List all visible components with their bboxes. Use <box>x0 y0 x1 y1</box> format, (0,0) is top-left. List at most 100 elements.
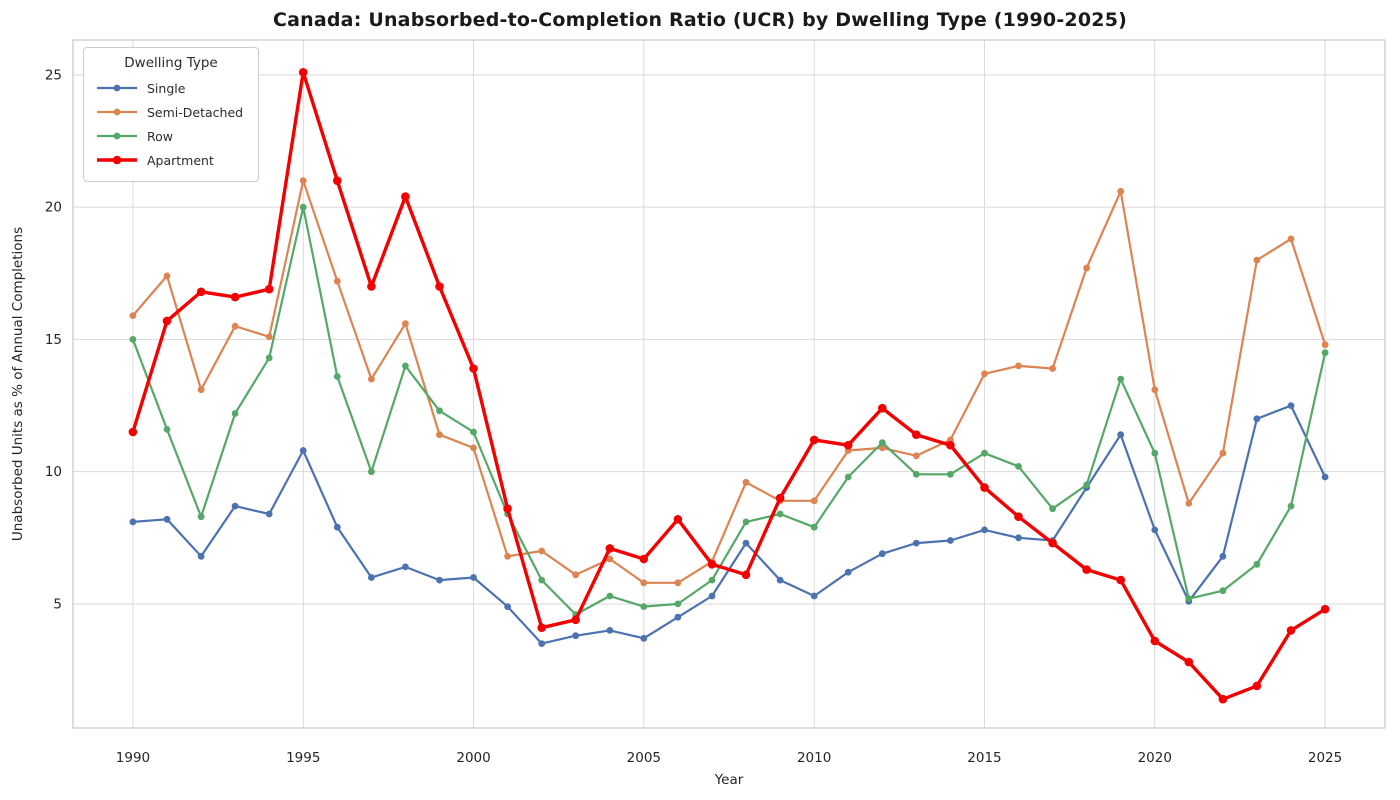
data-point-semi-detached <box>163 272 171 280</box>
data-point-row <box>878 439 886 446</box>
data-point-row <box>1253 560 1261 568</box>
data-point-single <box>640 634 648 642</box>
y-tick-label: 15 <box>45 332 62 348</box>
data-point-single <box>333 523 341 531</box>
plot-border <box>72 39 1386 729</box>
data-point-apartment <box>537 623 546 632</box>
data-point-apartment <box>333 176 342 185</box>
data-point-apartment <box>503 504 512 513</box>
data-point-semi-detached <box>538 547 546 555</box>
data-point-apartment <box>1320 604 1330 614</box>
data-point-apartment <box>605 544 615 553</box>
data-point-semi-detached <box>572 571 580 579</box>
y-tick-label: 20 <box>45 200 62 216</box>
data-point-semi-detached <box>1253 256 1261 264</box>
data-point-single <box>299 447 307 454</box>
data-point-apartment <box>843 440 853 450</box>
data-point-apartment <box>162 316 172 326</box>
legend-item-semi-detached: Semi-Detached <box>95 100 247 124</box>
data-point-semi-detached <box>265 333 273 341</box>
data-point-row <box>368 468 375 476</box>
data-point-apartment <box>1286 626 1296 635</box>
data-point-semi-detached <box>436 431 443 439</box>
data-point-single <box>606 627 614 634</box>
data-point-semi-detached <box>231 322 239 330</box>
data-point-row <box>197 513 205 521</box>
data-point-row <box>640 603 648 610</box>
x-tick-label: 2010 <box>797 750 831 766</box>
legend-marker <box>113 84 121 92</box>
legend-item-single: Single <box>95 76 247 100</box>
legend-label: Single <box>147 80 186 96</box>
data-point-single <box>197 552 205 560</box>
legend-marker <box>113 108 121 116</box>
data-point-apartment <box>1252 681 1262 691</box>
data-point-apartment <box>775 493 785 503</box>
x-tick-label: 2025 <box>1308 750 1342 766</box>
data-point-single <box>368 574 375 581</box>
data-point-apartment <box>673 515 683 524</box>
data-point-row <box>1117 375 1125 383</box>
data-point-row <box>1015 463 1022 470</box>
x-tick-label: 1990 <box>116 750 150 766</box>
data-point-single <box>1151 526 1159 534</box>
data-point-apartment <box>401 192 410 201</box>
data-point-single <box>981 526 988 534</box>
data-point-single <box>912 539 920 547</box>
data-point-semi-detached <box>742 478 750 486</box>
data-point-semi-detached <box>912 452 920 460</box>
data-point-row <box>606 592 614 600</box>
data-point-semi-detached <box>640 579 648 587</box>
x-axis-label: Year <box>714 772 744 788</box>
data-point-row <box>1321 349 1329 357</box>
data-point-row <box>981 449 988 457</box>
legend-item-apartment: Apartment <box>95 148 247 172</box>
data-point-apartment <box>707 560 717 569</box>
data-point-semi-detached <box>1321 341 1329 349</box>
data-point-row <box>912 470 920 478</box>
data-point-row <box>470 428 477 436</box>
data-point-apartment <box>1150 636 1160 646</box>
data-point-semi-detached <box>606 555 614 563</box>
data-point-single <box>572 632 580 640</box>
data-point-row <box>776 510 784 518</box>
data-point-single <box>1253 415 1261 423</box>
data-point-row <box>1151 449 1159 457</box>
data-point-apartment <box>878 403 887 413</box>
data-point-single <box>163 515 171 523</box>
legend-item-row: Row <box>95 124 247 148</box>
data-point-row <box>947 470 954 478</box>
data-point-apartment <box>367 282 376 291</box>
x-tick-label: 2000 <box>456 750 490 766</box>
data-point-semi-detached <box>1287 235 1295 243</box>
data-point-single <box>231 502 239 510</box>
data-point-single <box>742 539 750 547</box>
legend-rows: Single Semi-Detached Row Apartment <box>95 76 247 172</box>
data-point-single <box>265 510 273 518</box>
data-point-semi-detached <box>810 497 818 505</box>
legend-label: Apartment <box>147 152 214 168</box>
data-point-semi-detached <box>504 552 511 560</box>
data-point-row <box>742 518 750 526</box>
series-line-apartment <box>131 70 1327 701</box>
data-point-single <box>1287 402 1295 409</box>
chart-title: Canada: Unabsorbed-to-Completion Ratio (… <box>272 9 1128 31</box>
data-point-apartment <box>1184 657 1194 667</box>
legend-marker <box>112 155 122 165</box>
data-point-row <box>1049 505 1056 513</box>
data-point-apartment <box>912 430 921 440</box>
data-point-apartment <box>741 570 751 580</box>
data-point-semi-detached <box>1117 187 1125 195</box>
data-point-semi-detached <box>1219 449 1227 457</box>
data-point-apartment <box>196 287 206 297</box>
data-point-row <box>1185 595 1193 603</box>
series-line-row <box>131 206 1327 616</box>
x-tick-label: 1995 <box>286 750 320 766</box>
data-point-apartment <box>809 435 819 445</box>
data-point-apartment <box>1116 575 1125 585</box>
data-point-semi-detached <box>197 386 205 394</box>
legend-line-sample <box>97 84 137 92</box>
data-point-row <box>708 576 716 584</box>
data-point-semi-detached <box>333 277 341 285</box>
